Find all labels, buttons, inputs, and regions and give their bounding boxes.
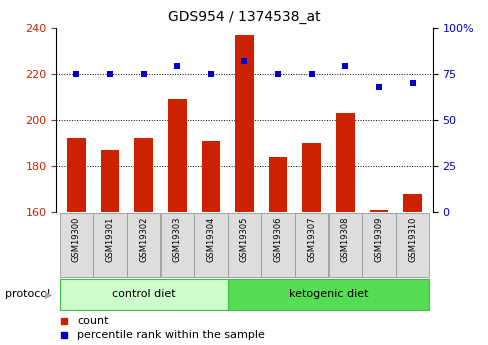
FancyBboxPatch shape <box>362 213 395 277</box>
Text: ketogenic diet: ketogenic diet <box>288 289 367 299</box>
FancyBboxPatch shape <box>60 279 227 310</box>
Bar <box>134 138 153 345</box>
Text: percentile rank within the sample: percentile rank within the sample <box>77 330 264 339</box>
Text: protocol: protocol <box>5 289 50 299</box>
Title: GDS954 / 1374538_at: GDS954 / 1374538_at <box>168 10 320 24</box>
FancyBboxPatch shape <box>160 213 194 277</box>
Bar <box>201 141 220 345</box>
Text: GSM19309: GSM19309 <box>374 217 383 262</box>
Text: GSM19302: GSM19302 <box>139 217 148 262</box>
Bar <box>302 143 320 345</box>
Text: GSM19300: GSM19300 <box>72 217 81 262</box>
FancyBboxPatch shape <box>93 213 126 277</box>
Text: count: count <box>77 316 108 326</box>
FancyBboxPatch shape <box>395 213 428 277</box>
FancyBboxPatch shape <box>261 213 294 277</box>
Text: GSM19306: GSM19306 <box>273 217 282 262</box>
Bar <box>403 194 421 345</box>
Bar <box>268 157 287 345</box>
Text: GSM19301: GSM19301 <box>105 217 114 262</box>
FancyBboxPatch shape <box>227 279 428 310</box>
Text: GSM19304: GSM19304 <box>206 217 215 262</box>
Bar <box>235 34 253 345</box>
FancyBboxPatch shape <box>60 213 93 277</box>
FancyBboxPatch shape <box>227 213 261 277</box>
FancyBboxPatch shape <box>328 213 361 277</box>
Text: GSM19303: GSM19303 <box>172 217 182 262</box>
Bar <box>335 113 354 345</box>
Bar <box>101 150 119 345</box>
Text: control diet: control diet <box>112 289 175 299</box>
Text: GSM19305: GSM19305 <box>240 217 248 262</box>
Bar <box>67 138 85 345</box>
FancyBboxPatch shape <box>194 213 227 277</box>
Text: GSM19310: GSM19310 <box>407 217 416 262</box>
FancyBboxPatch shape <box>127 213 160 277</box>
FancyBboxPatch shape <box>294 213 328 277</box>
Bar <box>168 99 186 345</box>
Text: GSM19307: GSM19307 <box>306 217 316 262</box>
Text: GSM19308: GSM19308 <box>340 217 349 262</box>
Bar <box>369 210 387 345</box>
Text: ▶: ▶ <box>45 289 53 299</box>
